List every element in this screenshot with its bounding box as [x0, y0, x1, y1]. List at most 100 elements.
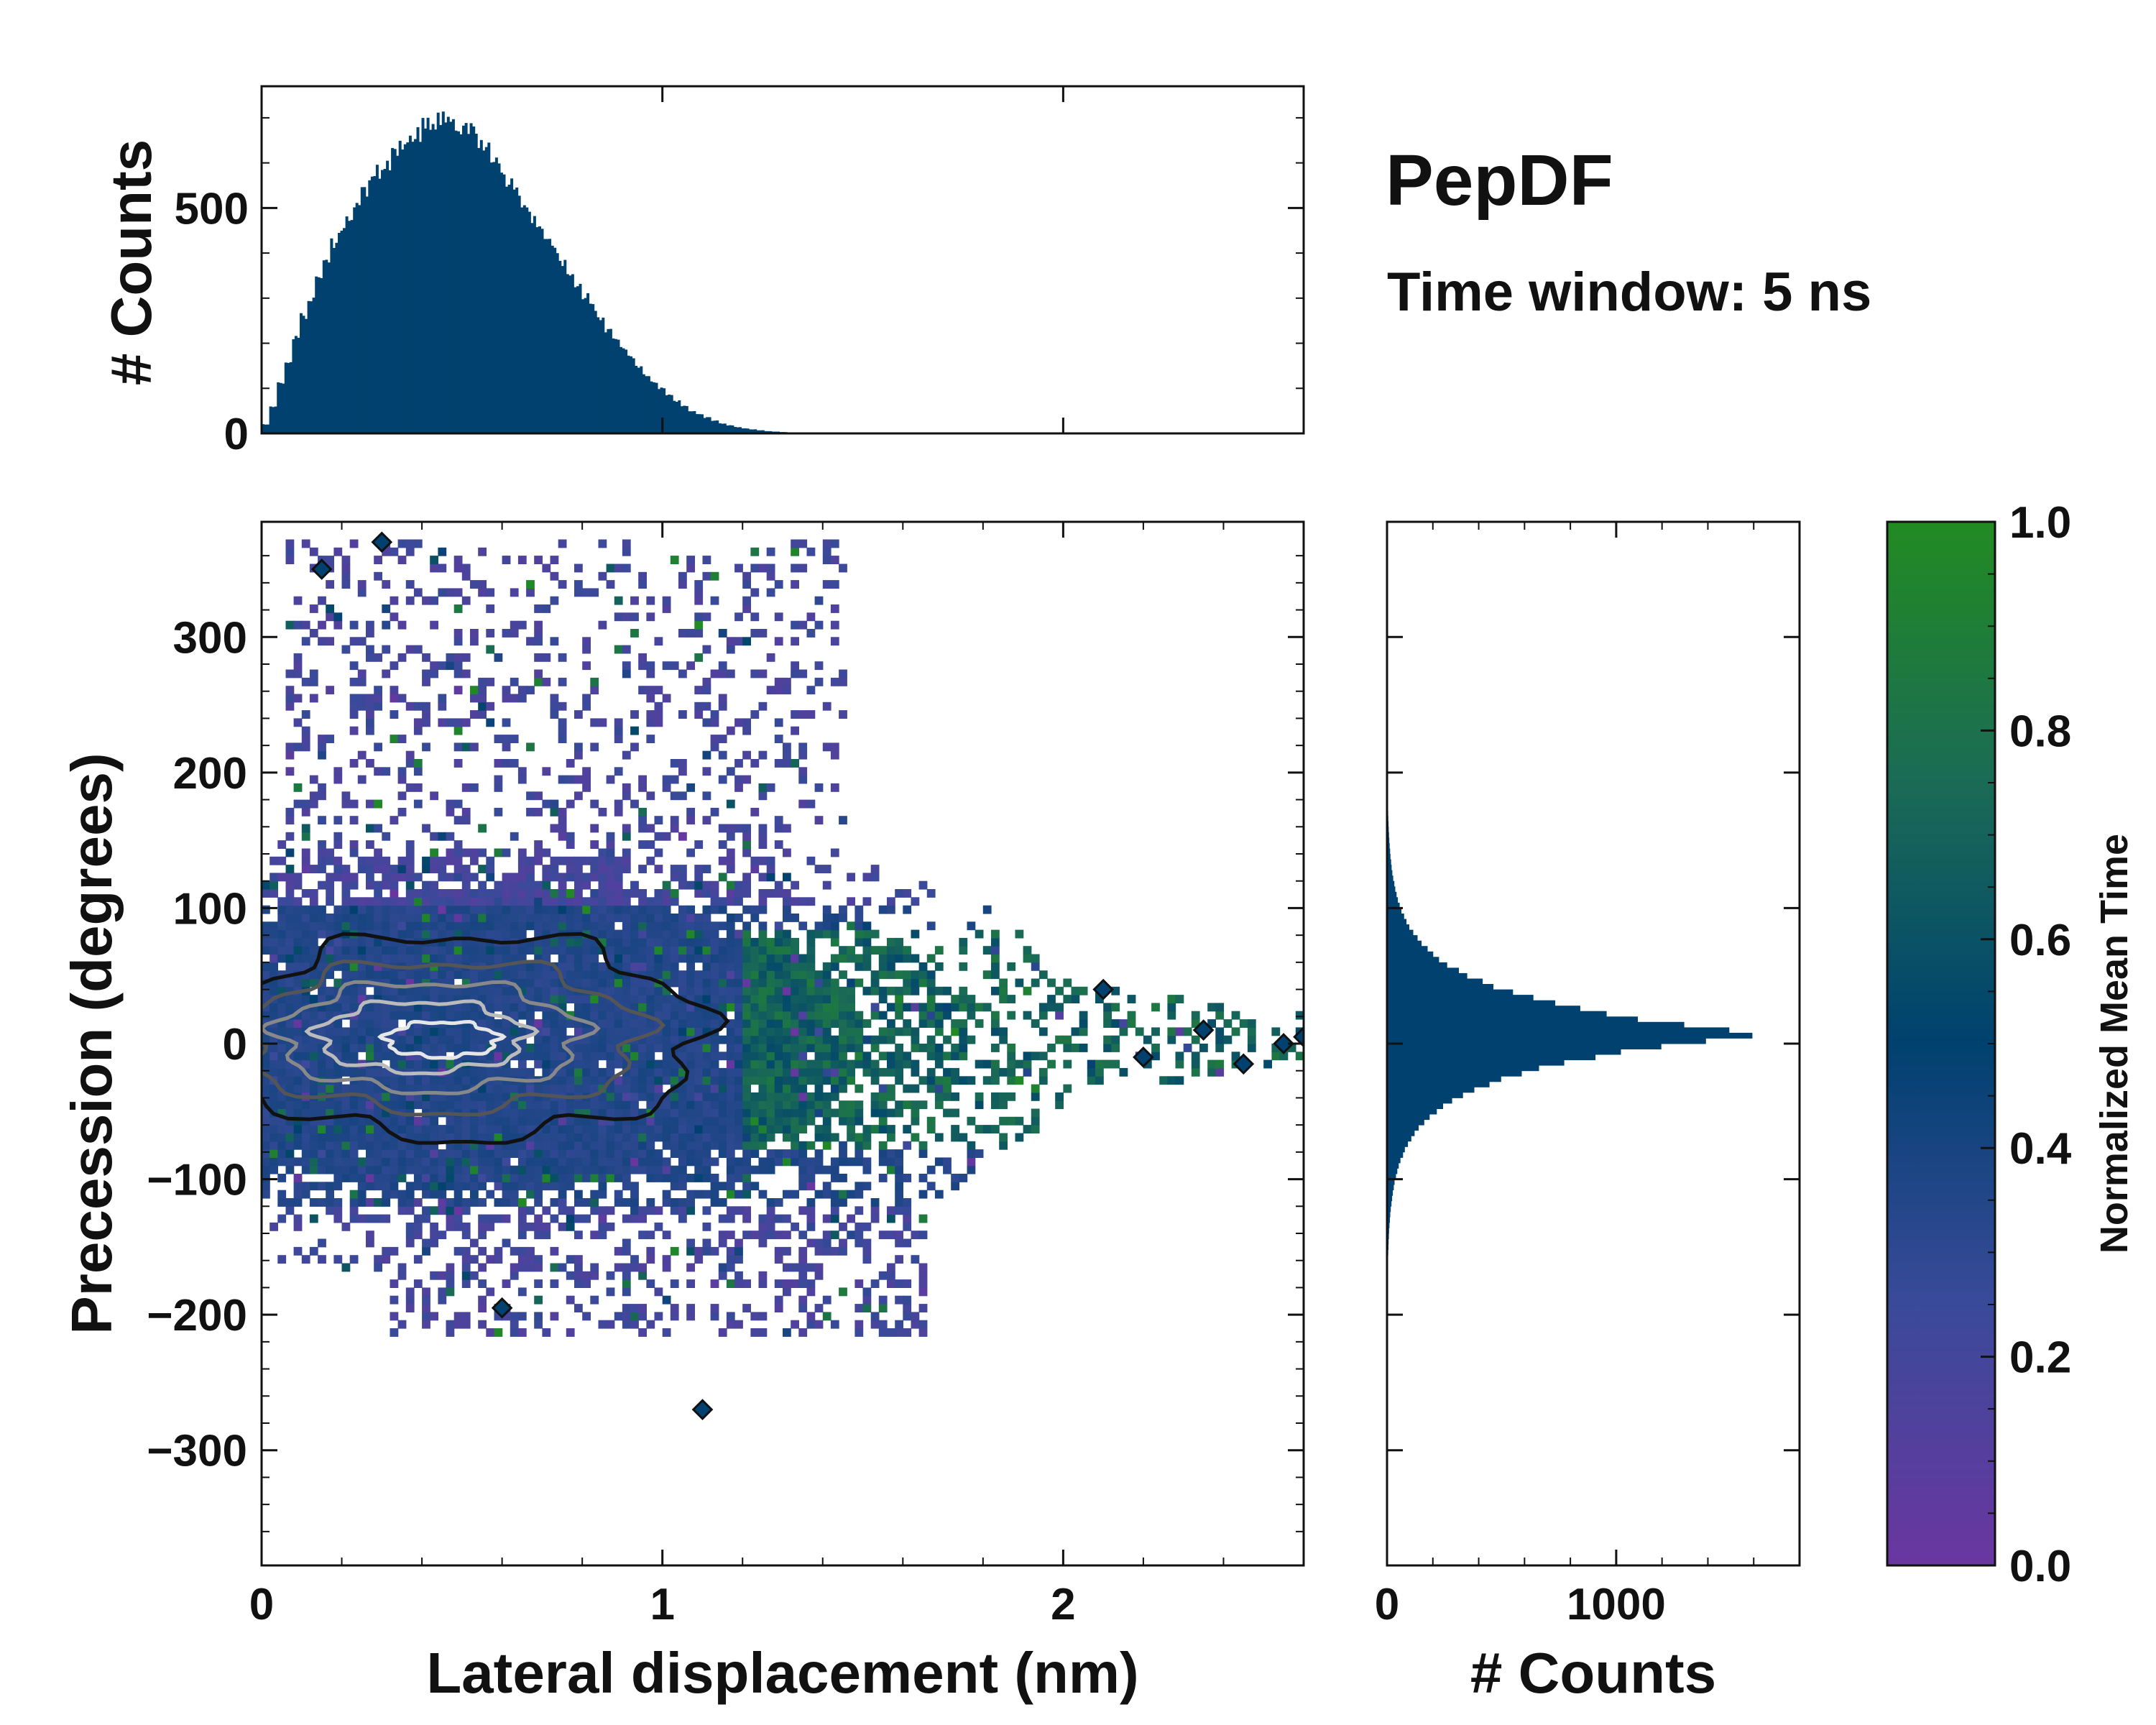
heatmap-cell	[959, 1174, 968, 1182]
heatmap-cell	[999, 995, 1008, 1003]
heatmap-cell	[374, 702, 382, 711]
heatmap-cell	[502, 889, 511, 898]
heatmap-cell	[951, 1044, 959, 1052]
heatmap-cell	[349, 1035, 359, 1044]
heatmap-cell	[374, 1174, 382, 1182]
heatmap-cell	[413, 1052, 423, 1061]
colorbar-tick-label: 0.6	[2009, 916, 2071, 965]
heatmap-cell	[670, 824, 679, 833]
heatmap-cell	[1191, 1011, 1200, 1020]
heatmap-cell	[478, 1214, 487, 1223]
heatmap-cell	[702, 1076, 711, 1085]
heatmap-cell	[742, 1190, 751, 1199]
heatmap-cell	[614, 914, 623, 922]
heatmap-cell	[470, 1141, 479, 1150]
heatmap-cell	[413, 1279, 423, 1288]
right-hist-bar	[1387, 1157, 1401, 1164]
heatmap-cell	[374, 914, 382, 922]
heatmap-cell	[678, 1027, 687, 1036]
heatmap-cell	[550, 1263, 559, 1272]
heatmap-cell	[470, 1003, 479, 1012]
heatmap-cell	[895, 1011, 903, 1020]
heatmap-cell	[774, 978, 783, 988]
heatmap-cell	[397, 1052, 407, 1061]
heatmap-cell	[326, 1011, 334, 1020]
heatmap-cell	[366, 726, 374, 735]
heatmap-cell	[854, 1116, 864, 1126]
heatmap-cell	[390, 816, 399, 825]
heatmap-cell	[1063, 1059, 1072, 1069]
heatmap-cell	[590, 995, 599, 1003]
heatmap-cell	[911, 1067, 920, 1077]
heatmap-cell	[318, 856, 326, 865]
heatmap-cell	[542, 1222, 551, 1231]
heatmap-cell	[390, 921, 399, 931]
heatmap-cell	[895, 1238, 903, 1248]
heatmap-cell	[374, 556, 382, 564]
heatmap-cell	[446, 1174, 455, 1182]
heatmap-cell	[382, 946, 391, 955]
heatmap-cell	[374, 929, 382, 939]
heatmap-cell	[349, 897, 359, 906]
heatmap-cell	[390, 1174, 399, 1182]
heatmap-cell	[742, 726, 751, 735]
heatmap-cell	[878, 995, 888, 1003]
heatmap-cell	[822, 1230, 831, 1240]
heatmap-cell	[1038, 970, 1048, 980]
top-hist-bar	[589, 303, 592, 433]
heatmap-cell	[742, 921, 751, 931]
heatmap-cell	[766, 588, 775, 597]
heatmap-cell	[726, 978, 735, 988]
heatmap-cell	[382, 1198, 391, 1207]
heatmap-cell	[646, 718, 655, 727]
heatmap-cell	[558, 1076, 567, 1085]
heatmap-cell	[718, 735, 727, 743]
heatmap-cell	[341, 1165, 351, 1174]
heatmap-cell	[678, 873, 687, 882]
heatmap-cell	[357, 970, 367, 980]
heatmap-cell	[774, 1116, 783, 1126]
heatmap-cell	[293, 1214, 303, 1223]
heatmap-cell	[638, 1067, 647, 1077]
heatmap-cell	[774, 1149, 783, 1158]
heatmap-cell	[662, 1116, 671, 1126]
heatmap-cell	[830, 1246, 839, 1256]
heatmap-cell	[991, 1100, 1000, 1110]
heatmap-cell	[333, 937, 343, 947]
heatmap-cell	[453, 1214, 463, 1223]
heatmap-cell	[550, 986, 559, 995]
heatmap-cell	[847, 1059, 855, 1069]
heatmap-cell	[590, 1263, 599, 1272]
heatmap-cell	[918, 1076, 928, 1085]
heatmap-cell	[397, 1263, 407, 1272]
top-hist-bar	[640, 366, 643, 433]
heatmap-cell	[478, 1295, 487, 1305]
heatmap-cell	[357, 1174, 367, 1182]
top-hist-bar	[726, 426, 729, 433]
heatmap-cell	[413, 1059, 423, 1069]
top-hist-bar	[413, 139, 417, 433]
heatmap-cell	[510, 1027, 519, 1036]
heatmap-cell	[791, 1108, 799, 1118]
heatmap-cell	[405, 702, 415, 711]
heatmap-cell	[382, 897, 391, 906]
top-hist-bar	[396, 155, 400, 433]
heatmap-cell	[526, 880, 535, 890]
heatmap-cell	[534, 1214, 543, 1223]
heatmap-cell	[1231, 1027, 1240, 1036]
heatmap-cell	[397, 1100, 407, 1110]
heatmap-cell	[798, 1206, 808, 1215]
heatmap-cell	[670, 1067, 679, 1077]
heatmap-cell	[766, 1133, 775, 1142]
heatmap-cell	[814, 1263, 824, 1272]
heatmap-cell	[646, 1174, 655, 1182]
heatmap-cell	[438, 1206, 447, 1215]
heatmap-cell	[951, 1133, 959, 1142]
heatmap-cell	[349, 1141, 359, 1150]
heatmap-cell	[309, 669, 318, 678]
heatmap-cell	[309, 694, 318, 703]
heatmap-cell	[277, 1100, 287, 1110]
heatmap-cell	[494, 880, 503, 890]
heatmap-cell	[726, 954, 735, 963]
heatmap-cell	[318, 1198, 326, 1207]
